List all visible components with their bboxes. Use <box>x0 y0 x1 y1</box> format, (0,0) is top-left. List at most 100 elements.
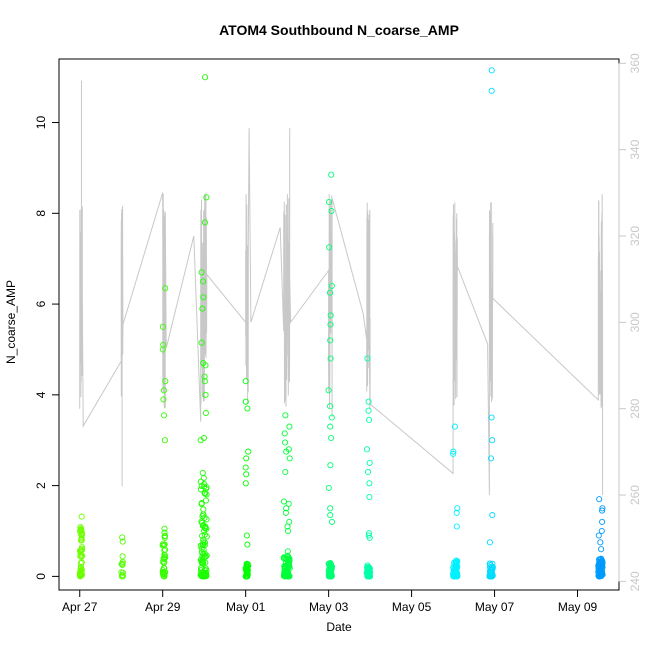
data-point <box>326 289 334 296</box>
data-point <box>199 532 206 539</box>
y2-tick-label: 260 <box>628 485 642 505</box>
y2-tick-label: 300 <box>628 312 642 332</box>
x-tick-label: May 01 <box>226 600 266 614</box>
data-point <box>488 414 495 421</box>
data-point <box>327 423 334 430</box>
data-point <box>453 560 460 567</box>
data-point <box>286 455 293 462</box>
data-point <box>201 373 208 380</box>
data-point <box>365 530 373 537</box>
data-point <box>328 207 335 215</box>
chart-title: ATOM4 Southbound N_coarse_AMP <box>219 22 459 38</box>
secondary-series-layer <box>79 80 604 496</box>
data-point <box>198 556 205 563</box>
data-point <box>161 412 168 419</box>
data-point <box>488 87 495 94</box>
x-tick-label: May 07 <box>475 600 515 614</box>
data-point <box>598 568 605 575</box>
data-point <box>78 513 85 520</box>
y2-tick-label: 240 <box>628 571 642 591</box>
data-point <box>202 409 209 417</box>
data-point <box>283 572 290 579</box>
data-point <box>160 341 167 348</box>
data-point <box>282 563 289 571</box>
data-point <box>198 269 205 276</box>
data-point <box>365 407 372 414</box>
data-point <box>202 497 210 504</box>
data-point <box>327 505 334 512</box>
data-point <box>78 534 85 541</box>
data-point <box>327 312 334 319</box>
data-point <box>200 522 207 529</box>
data-point <box>366 416 373 423</box>
data-point <box>489 563 496 570</box>
data-point <box>78 527 85 535</box>
data-point <box>160 387 167 394</box>
data-point <box>161 525 168 532</box>
data-point <box>199 305 206 312</box>
x-tick-label: May 03 <box>309 600 349 614</box>
data-point <box>363 446 371 453</box>
data-point <box>366 571 373 578</box>
data-point <box>285 557 292 564</box>
data-point <box>328 414 335 421</box>
data-point <box>203 533 210 540</box>
data-point <box>595 573 602 580</box>
data-point <box>242 480 249 487</box>
data-point <box>364 355 371 362</box>
data-point <box>201 378 208 385</box>
data-point <box>284 523 291 530</box>
data-point <box>597 539 604 546</box>
data-point <box>598 546 605 553</box>
y-axis-label: N_coarse_AMP <box>4 280 18 364</box>
data-point <box>78 553 85 561</box>
data-point <box>488 67 495 74</box>
data-point <box>328 282 335 289</box>
data-point <box>486 572 493 579</box>
y2-tick-label: 320 <box>628 226 642 246</box>
data-point <box>326 573 333 580</box>
data-point <box>327 321 334 328</box>
data-point <box>280 498 287 505</box>
x-tick-label: May 09 <box>558 600 598 614</box>
data-point <box>161 532 169 539</box>
data-point <box>198 549 205 556</box>
data-point <box>159 323 166 330</box>
data-point <box>162 546 169 553</box>
data-point <box>200 278 207 285</box>
data-point <box>244 541 251 548</box>
y-tick-label: 8 <box>34 210 48 217</box>
data-point <box>327 403 334 410</box>
data-point <box>118 561 125 568</box>
data-point <box>453 523 460 530</box>
data-point <box>78 572 85 579</box>
y2-tick-label: 340 <box>628 139 642 159</box>
data-point <box>451 573 458 580</box>
data-point <box>366 568 373 575</box>
y-tick-label: 0 <box>34 573 48 580</box>
data-point <box>327 355 334 362</box>
data-point <box>76 547 84 554</box>
data-point <box>203 491 210 498</box>
data-point <box>202 362 209 369</box>
data-point <box>242 398 249 405</box>
data-point <box>365 398 372 405</box>
data-point <box>200 474 207 482</box>
data-point <box>325 198 333 206</box>
data-point <box>286 423 293 430</box>
data-point <box>203 194 210 201</box>
data-point <box>197 437 204 444</box>
data-point <box>453 509 460 516</box>
data-point <box>328 434 335 442</box>
data-point <box>489 512 496 519</box>
data-point <box>597 571 604 578</box>
data-point <box>284 573 291 580</box>
data-point <box>450 450 457 457</box>
data-point <box>245 448 252 455</box>
data-point <box>242 378 249 385</box>
x-axis: Apr 27 Apr 29 May 01 May 03 May 05 May 07 May … <box>62 589 598 614</box>
y-axis: 0 2 4 6 8 10 <box>34 116 60 580</box>
data-point <box>243 566 251 573</box>
data-point <box>77 525 85 532</box>
data-point <box>282 412 289 419</box>
